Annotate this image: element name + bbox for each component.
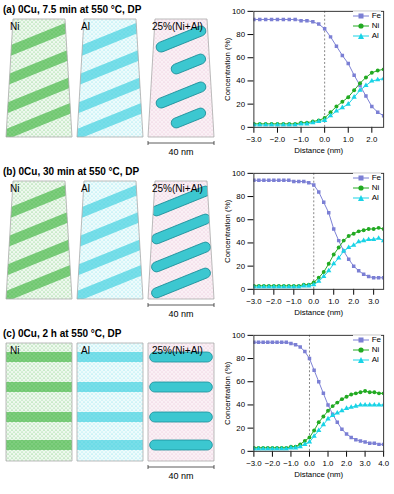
svg-text:2.0: 2.0 xyxy=(366,135,378,144)
svg-text:0: 0 xyxy=(241,447,246,456)
svg-text:−3.0: −3.0 xyxy=(246,297,262,306)
svg-text:0.0: 0.0 xyxy=(304,459,316,468)
svg-text:−1.0: −1.0 xyxy=(293,135,309,144)
svg-text:80: 80 xyxy=(236,192,245,201)
svg-text:40 nm: 40 nm xyxy=(168,147,193,157)
svg-text:40: 40 xyxy=(236,238,245,247)
svg-text:40: 40 xyxy=(236,76,245,85)
svg-text:80: 80 xyxy=(236,354,245,363)
svg-text:−3.0: −3.0 xyxy=(246,459,262,468)
svg-text:−1.0: −1.0 xyxy=(283,459,299,468)
svg-text:1.0: 1.0 xyxy=(323,459,335,468)
svg-text:25%(Ni+Al): 25%(Ni+Al) xyxy=(152,21,203,32)
html-text:Fe: Fe xyxy=(371,173,381,182)
svg-text:−3.0: −3.0 xyxy=(246,135,262,144)
svg-text:2.0: 2.0 xyxy=(341,459,353,468)
svg-text:0.0: 0.0 xyxy=(308,297,320,306)
svg-text:Distance (nm): Distance (nm) xyxy=(294,308,343,317)
svg-text:1.0: 1.0 xyxy=(343,135,355,144)
html-text:(c) 0Cu, 2 h at 550 °C, DP: (c) 0Cu, 2 h at 550 °C, DP xyxy=(3,328,122,339)
svg-text:0: 0 xyxy=(241,285,246,294)
svg-text:25%(Ni+Al): 25%(Ni+Al) xyxy=(152,183,203,194)
svg-text:Al: Al xyxy=(81,345,90,356)
svg-text:−2.0: −2.0 xyxy=(270,135,286,144)
html-text:Fe: Fe xyxy=(371,11,381,20)
html-text:(b) 0Cu, 30 min at 550 °C, DP: (b) 0Cu, 30 min at 550 °C, DP xyxy=(3,166,140,177)
html-text:Al: Al xyxy=(371,355,379,364)
html-text:(a) 0Cu, 7.5 min at 550 °C, DP: (a) 0Cu, 7.5 min at 550 °C, DP xyxy=(3,4,142,15)
svg-text:20: 20 xyxy=(236,100,245,109)
html-text:Fe: Fe xyxy=(371,335,381,344)
svg-text:0: 0 xyxy=(241,123,246,132)
svg-text:Distance (nm): Distance (nm) xyxy=(294,146,343,155)
svg-text:100: 100 xyxy=(232,169,246,178)
svg-text:−1.0: −1.0 xyxy=(286,297,302,306)
svg-text:Al: Al xyxy=(81,21,90,32)
svg-text:3.0: 3.0 xyxy=(360,459,372,468)
svg-text:Concentration (%): Concentration (%) xyxy=(223,37,232,101)
svg-text:Distance (nm): Distance (nm) xyxy=(294,470,343,479)
svg-text:Al: Al xyxy=(81,183,90,194)
svg-text:60: 60 xyxy=(236,53,245,62)
svg-text:40: 40 xyxy=(236,400,245,409)
svg-text:Ni: Ni xyxy=(10,345,19,356)
svg-text:−2.0: −2.0 xyxy=(266,297,282,306)
svg-text:20: 20 xyxy=(236,262,245,271)
svg-text:3.0: 3.0 xyxy=(368,297,380,306)
svg-text:60: 60 xyxy=(236,215,245,224)
svg-text:0.0: 0.0 xyxy=(319,135,331,144)
html-text:Ni: Ni xyxy=(371,183,380,192)
svg-text:1.0: 1.0 xyxy=(328,297,340,306)
svg-text:Concentration (%): Concentration (%) xyxy=(223,199,232,263)
svg-text:40 nm: 40 nm xyxy=(168,309,193,319)
html-text:Al: Al xyxy=(371,31,379,40)
html-text:Al: Al xyxy=(371,193,379,202)
svg-text:25%(Ni+Al): 25%(Ni+Al) xyxy=(152,345,203,356)
svg-text:100: 100 xyxy=(232,7,246,16)
svg-text:40 nm: 40 nm xyxy=(168,471,193,481)
svg-text:80: 80 xyxy=(236,30,245,39)
html-text:Ni: Ni xyxy=(371,345,380,354)
svg-text:Ni: Ni xyxy=(10,183,19,194)
svg-text:2.0: 2.0 xyxy=(348,297,360,306)
svg-text:Ni: Ni xyxy=(10,21,19,32)
svg-text:−2.0: −2.0 xyxy=(265,459,281,468)
svg-text:4.0: 4.0 xyxy=(378,459,390,468)
svg-text:20: 20 xyxy=(236,424,245,433)
svg-text:Concentration (%): Concentration (%) xyxy=(223,361,232,425)
svg-text:100: 100 xyxy=(232,331,246,340)
html-text:Ni: Ni xyxy=(371,21,380,30)
svg-text:60: 60 xyxy=(236,377,245,386)
